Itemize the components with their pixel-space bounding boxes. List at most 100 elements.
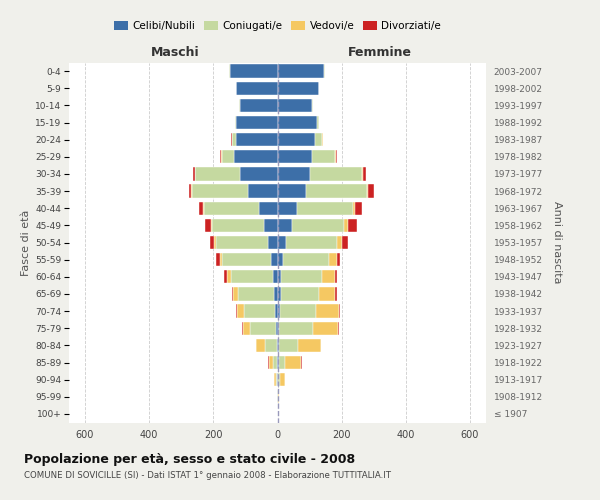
Bar xyxy=(277,184,306,198)
Bar xyxy=(335,270,337,283)
Bar xyxy=(277,236,286,249)
Bar xyxy=(277,322,280,335)
Bar xyxy=(223,253,271,266)
Bar xyxy=(236,133,277,146)
Bar xyxy=(310,167,362,180)
Bar xyxy=(193,167,195,180)
Bar xyxy=(322,270,335,283)
Bar xyxy=(269,356,273,369)
Bar xyxy=(277,150,312,164)
Bar xyxy=(238,287,274,300)
Bar xyxy=(235,116,236,129)
Bar xyxy=(234,150,277,164)
Bar xyxy=(277,287,281,300)
Bar xyxy=(362,167,363,180)
Bar xyxy=(231,133,232,146)
Bar xyxy=(284,356,301,369)
Bar xyxy=(233,287,238,300)
Bar xyxy=(277,167,310,180)
Bar xyxy=(277,98,312,112)
Bar xyxy=(312,150,335,164)
Bar xyxy=(236,116,277,129)
Bar xyxy=(321,338,322,352)
Bar xyxy=(329,253,337,266)
Text: Femmine: Femmine xyxy=(348,46,412,59)
Bar xyxy=(203,202,204,215)
Bar xyxy=(277,218,292,232)
Bar xyxy=(275,304,277,318)
Text: Maschi: Maschi xyxy=(151,46,199,59)
Bar xyxy=(280,322,313,335)
Bar xyxy=(339,304,340,318)
Bar xyxy=(281,270,322,283)
Bar xyxy=(292,218,344,232)
Bar xyxy=(232,287,233,300)
Bar xyxy=(337,236,342,249)
Y-axis label: Anni di nascita: Anni di nascita xyxy=(553,201,562,284)
Bar xyxy=(196,167,239,180)
Bar xyxy=(188,184,191,198)
Bar xyxy=(277,253,283,266)
Bar xyxy=(216,253,220,266)
Bar xyxy=(363,167,366,180)
Bar xyxy=(277,304,280,318)
Bar xyxy=(277,133,316,146)
Bar xyxy=(301,356,302,369)
Bar xyxy=(274,373,275,386)
Bar xyxy=(273,356,277,369)
Bar xyxy=(239,98,277,112)
Bar xyxy=(271,253,277,266)
Bar xyxy=(230,270,273,283)
Bar xyxy=(236,304,237,318)
Bar xyxy=(265,338,277,352)
Bar xyxy=(204,202,259,215)
Bar xyxy=(337,253,340,266)
Bar xyxy=(222,150,234,164)
Bar xyxy=(192,184,248,198)
Bar xyxy=(277,202,298,215)
Bar xyxy=(317,116,319,129)
Bar xyxy=(335,150,336,164)
Bar xyxy=(286,236,337,249)
Bar xyxy=(313,322,338,335)
Bar xyxy=(316,304,339,318)
Bar xyxy=(348,218,357,232)
Bar xyxy=(268,236,277,249)
Bar xyxy=(298,202,353,215)
Bar xyxy=(212,218,264,232)
Bar xyxy=(338,322,339,335)
Bar xyxy=(278,390,279,404)
Text: COMUNE DI SOVICILLE (SI) - Dati ISTAT 1° gennaio 2008 - Elaborazione TUTTITALIA.: COMUNE DI SOVICILLE (SI) - Dati ISTAT 1°… xyxy=(24,471,391,480)
Bar xyxy=(239,167,277,180)
Bar xyxy=(237,304,244,318)
Bar xyxy=(335,287,337,300)
Bar xyxy=(224,270,227,283)
Bar xyxy=(205,218,211,232)
Bar xyxy=(221,150,222,164)
Bar xyxy=(264,218,277,232)
Bar xyxy=(344,218,348,232)
Bar xyxy=(250,322,276,335)
Bar xyxy=(278,373,280,386)
Bar xyxy=(277,64,324,78)
Bar xyxy=(355,202,362,215)
Bar xyxy=(280,373,284,386)
Bar xyxy=(277,338,279,352)
Bar xyxy=(216,236,268,249)
Bar xyxy=(281,287,319,300)
Bar xyxy=(199,202,203,215)
Bar xyxy=(256,338,265,352)
Bar xyxy=(195,167,196,180)
Bar xyxy=(368,184,374,198)
Bar xyxy=(312,98,313,112)
Bar xyxy=(277,116,317,129)
Bar xyxy=(298,338,321,352)
Bar xyxy=(319,287,335,300)
Bar xyxy=(236,82,277,95)
Legend: Celibi/Nubili, Coniugati/e, Vedovi/e, Divorziati/e: Celibi/Nubili, Coniugati/e, Vedovi/e, Di… xyxy=(114,21,441,31)
Bar xyxy=(232,133,236,146)
Bar xyxy=(230,64,277,78)
Bar xyxy=(336,150,337,164)
Bar xyxy=(229,64,230,78)
Bar xyxy=(244,304,275,318)
